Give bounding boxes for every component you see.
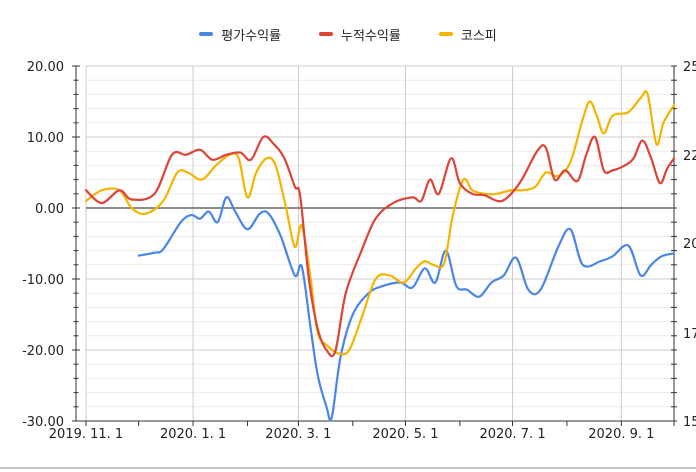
y-tick-label: 0.00 (35, 202, 64, 217)
chart-legend: 평가수익률 누적수익률 코스피 (0, 22, 696, 46)
legend-label-series-2: 누적수익률 (341, 28, 401, 44)
y-tick-label: -20.00 (22, 344, 64, 359)
legend-item-series-2[interactable]: 누적수익률 (319, 25, 401, 44)
legend-swatch-series-2 (319, 32, 334, 36)
series-line-3 (84, 90, 676, 356)
series-line-2 (84, 135, 676, 358)
legend-label-series-3: 코스피 (460, 28, 497, 44)
legend-swatch-series-1 (199, 32, 214, 36)
y-tick-label: 10.00 (27, 131, 64, 146)
y2-tick-label: 25 (683, 60, 696, 75)
x-tick-label: 2020. 3. 1 (265, 427, 331, 442)
x-tick-label: 2019. 11. 1 (49, 427, 123, 442)
y2-tick-label: 17 (683, 327, 696, 342)
legend-swatch-series-3 (438, 32, 453, 36)
x-tick-label: 2020. 7. 1 (479, 427, 545, 442)
y-tick-label: 20.00 (27, 60, 64, 75)
y2-tick-label: 20 (683, 237, 696, 252)
legend-item-series-1[interactable]: 평가수익률 (199, 25, 281, 44)
legend-item-series-3[interactable]: 코스피 (438, 25, 497, 44)
x-tick-label: 2020. 5. 1 (372, 427, 438, 442)
y2-tick-label: 22 (683, 149, 696, 164)
y-tick-label: -10.00 (22, 273, 64, 288)
x-tick-label: 2020. 1. 1 (160, 427, 226, 442)
x-tick-label: 2020. 9. 1 (588, 427, 654, 442)
y-tick-label: -30.00 (22, 415, 64, 430)
series-line-1 (137, 196, 676, 422)
legend-label-series-1: 평가수익률 (221, 28, 282, 44)
y2-tick-label: 15 (683, 415, 696, 430)
